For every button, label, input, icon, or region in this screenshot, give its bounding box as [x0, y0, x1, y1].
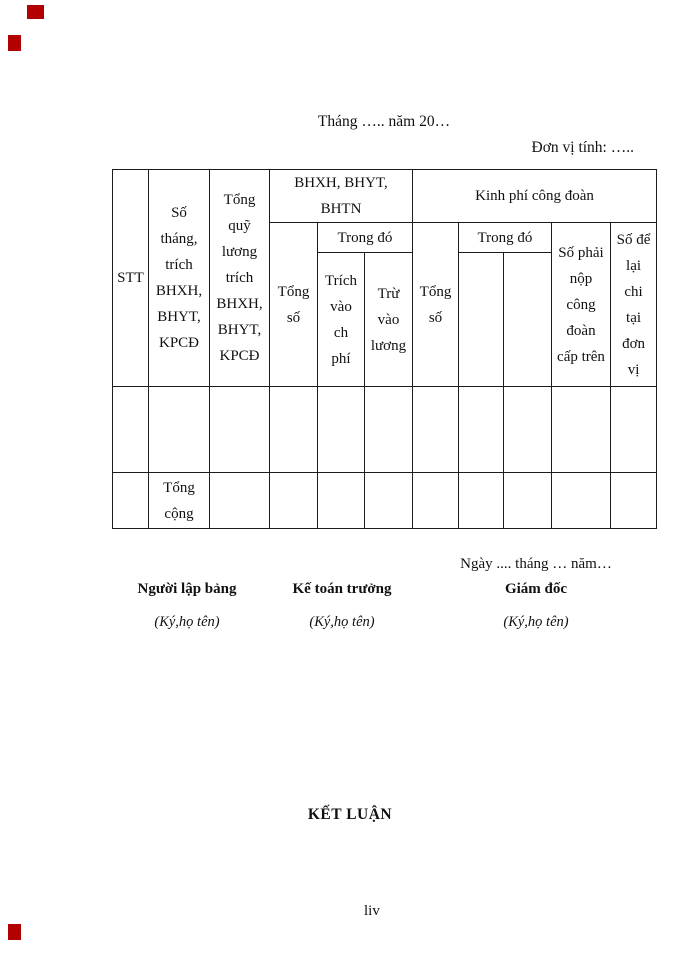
- total-row-cell: [458, 472, 504, 529]
- signature-title: Kế toán trưởng: [292, 581, 392, 597]
- total-row-cell: [209, 472, 270, 529]
- header-stt: STT: [112, 169, 149, 387]
- data-cell: [148, 386, 210, 473]
- signature-note: (Ký,họ tên): [503, 614, 569, 630]
- total-row-cell: [112, 472, 149, 529]
- header-kpcd-in-which: Trong đó: [458, 222, 552, 253]
- signature-note: (Ký,họ tên): [309, 614, 375, 630]
- header-deduct-from-salary: Trừ vào lương: [364, 252, 413, 387]
- total-row-cell: [503, 472, 552, 529]
- data-cell: [458, 386, 504, 473]
- signature-block-chief-accountant: Kế toán trưởng (Ký,họ tên): [266, 580, 418, 631]
- data-cell: [209, 386, 270, 473]
- header-group-bhxh-bhyt-bhtn: BHXH, BHYT, BHTN: [269, 169, 413, 223]
- red-annotation-marker: [8, 35, 21, 51]
- allocation-table: STT Số tháng, trích BHXH, BHYT, KPCĐ Tổn…: [112, 169, 658, 529]
- header-kpcd-total: Tổng số: [412, 222, 459, 387]
- header-retained-at-unit: Số để lại chi tại đơn vị: [609, 222, 658, 387]
- red-annotation-marker: [27, 5, 44, 19]
- total-row-cell: [412, 472, 459, 529]
- page-number: liv: [364, 903, 380, 919]
- header-salary-fund: Tổng quỹ lương trích BHXH, BHYT, KPCĐ: [209, 169, 270, 387]
- data-cell: [112, 386, 149, 473]
- header-deduct-into-expense: Trích vào ch phí: [317, 252, 365, 387]
- header-kpcd-sub-empty-1: [458, 252, 504, 387]
- total-row-cell: [269, 472, 318, 529]
- header-payable-to-upper-union: Số phải nộp công đoàn cấp trên: [551, 222, 611, 387]
- data-cell: [412, 386, 459, 473]
- signature-date-line: Ngày .... tháng … năm…: [460, 556, 612, 572]
- conclusion-heading: KẾT LUẬN: [307, 806, 393, 823]
- data-cell: [503, 386, 552, 473]
- header-bhxh-total: Tổng số: [269, 222, 318, 387]
- signature-title: Người lập bảng: [137, 581, 237, 597]
- signature-block-preparer: Người lập bảng (Ký,họ tên): [108, 580, 266, 631]
- signature-block-director: Giám đốc (Ký,họ tên): [448, 580, 624, 631]
- signature-note: (Ký,họ tên): [154, 614, 220, 630]
- data-cell: [364, 386, 413, 473]
- header-months-deducted: Số tháng, trích BHXH, BHYT, KPCĐ: [148, 169, 210, 387]
- total-row-cell: [609, 472, 658, 529]
- total-row-cell: [364, 472, 413, 529]
- data-cell: [317, 386, 365, 473]
- header-group-union-funds: Kinh phí công đoàn: [411, 169, 658, 223]
- data-cell: [609, 386, 658, 473]
- total-row-cell: [551, 472, 611, 529]
- header-bhxh-in-which: Trong đó: [317, 222, 413, 253]
- unit-of-measure-line: Đơn vị tính: …..: [531, 139, 635, 156]
- data-cell: [551, 386, 611, 473]
- document-title-month-year: Tháng ….. năm 20…: [317, 113, 451, 130]
- red-annotation-marker: [8, 924, 21, 940]
- signature-title: Giám đốc: [504, 581, 568, 597]
- header-kpcd-sub-empty-2: [503, 252, 552, 387]
- total-row-cell: [317, 472, 365, 529]
- total-row-label: Tổng cộng: [148, 472, 210, 529]
- data-cell: [269, 386, 318, 473]
